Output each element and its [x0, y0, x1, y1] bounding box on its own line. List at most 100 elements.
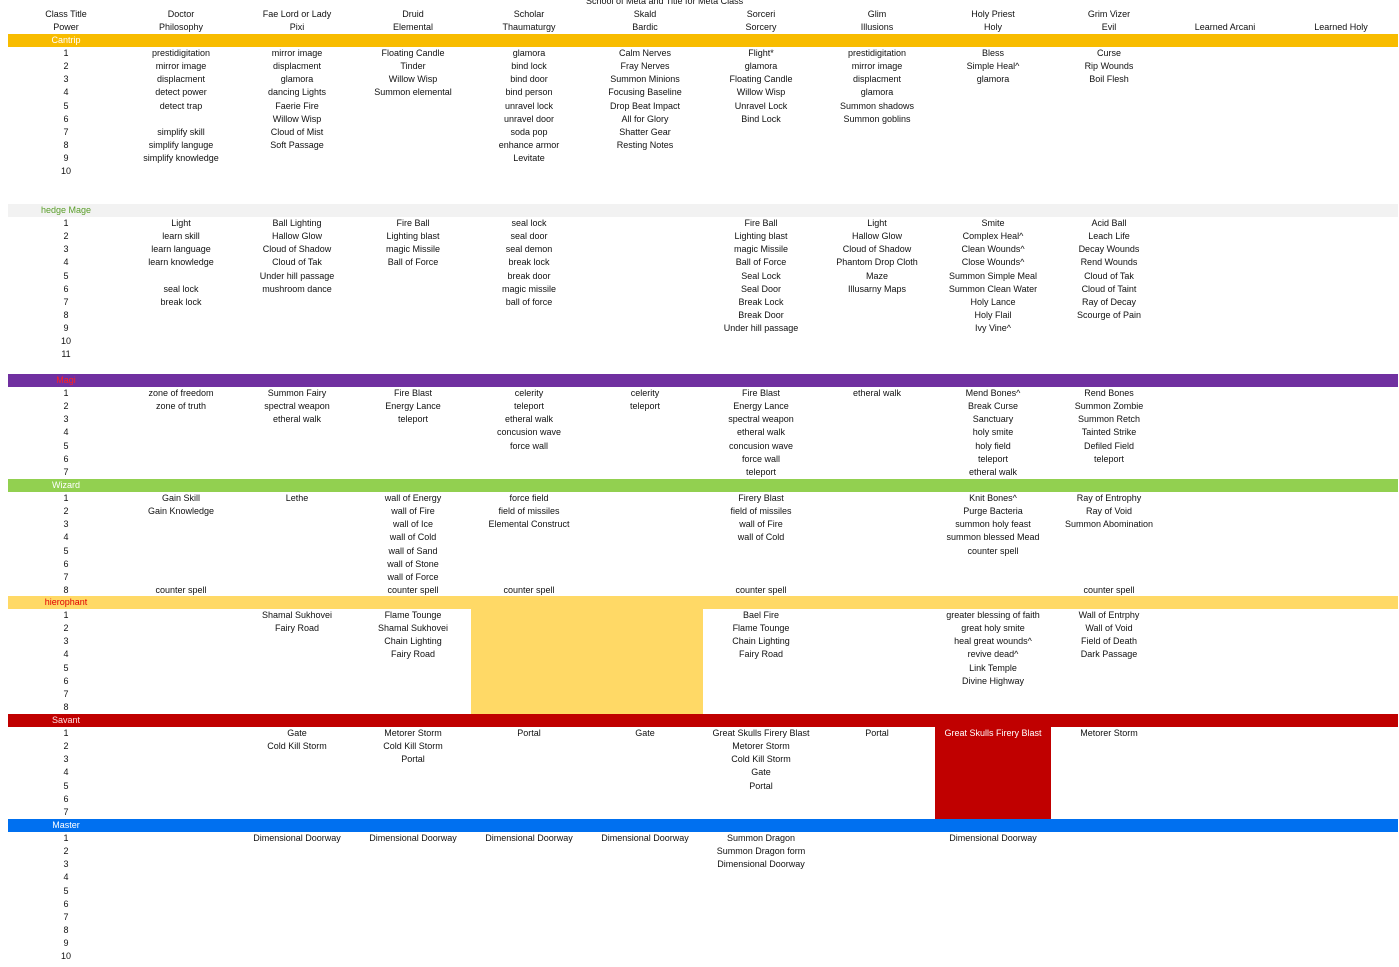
spell-cell: Sanctuary — [972, 414, 1014, 425]
spell-cell: teleport — [513, 401, 545, 412]
spell-cell: Floating Candle — [381, 48, 445, 59]
spell-cell: Fairy Road — [738, 649, 783, 660]
row-number: 9 — [63, 937, 69, 948]
spell-cell: learn knowledge — [148, 257, 214, 268]
row-number: 2 — [63, 506, 69, 517]
spell-cell: dancing Lights — [267, 87, 327, 98]
spell-cell: All for Glory — [621, 113, 669, 124]
spell-cell: simplify languge — [148, 139, 214, 150]
spell-cell: Leach Life — [1088, 231, 1130, 242]
spell-cell: holy field — [975, 440, 1011, 451]
spell-cell: Shamal Sukhovei — [261, 610, 333, 621]
spell-cell: Willow Wisp — [736, 87, 786, 98]
spell-cell: Firery Blast — [738, 493, 784, 504]
spell-cell: Hallow Glow — [851, 231, 902, 242]
row-number: 1 — [63, 833, 69, 844]
spell-cell: displacment — [852, 74, 902, 85]
spell-cell: Purge Bacteria — [963, 506, 1023, 517]
spell-cell: greater blessing of faith — [946, 610, 1040, 621]
spell-cell: glamora — [976, 74, 1010, 85]
row-number: 2 — [63, 741, 69, 752]
spell-cell: wall of Stone — [387, 558, 439, 569]
spell-cell: break door — [507, 270, 551, 281]
spell-cell: Summon shadows — [839, 100, 915, 111]
spell-cell: zone of truth — [155, 401, 207, 412]
row-number: 4 — [63, 649, 69, 660]
row-number: 4 — [63, 257, 69, 268]
spell-cell: wall of Cold — [737, 532, 785, 543]
spell-cell: Summon elemental — [374, 87, 452, 98]
spell-cell: Cold Kill Storm — [731, 754, 791, 765]
row-number: 3 — [63, 414, 69, 425]
row-number: 8 — [63, 701, 69, 712]
spell-cell: teleport — [397, 414, 429, 425]
row-number: 10 — [60, 166, 71, 176]
spell-cell: summon blessed Mead — [946, 532, 1040, 543]
row-number: 6 — [63, 675, 69, 686]
spell-cell: counter spell — [503, 584, 555, 595]
spell-cell: displacment — [156, 74, 206, 85]
spell-cell: Willow Wisp — [272, 113, 322, 124]
spell-cell: Holy Lance — [970, 296, 1016, 307]
row-number: 4 — [63, 532, 69, 543]
header-cell: Bardic — [632, 22, 658, 32]
header-cell: Pixi — [289, 22, 305, 32]
row-number: 8 — [63, 924, 69, 935]
spell-cell: Break Door — [738, 309, 784, 320]
section-label: hierophant — [44, 597, 88, 607]
spell-cell: prestidigitation — [151, 48, 211, 59]
spell-cell: Defiled Field — [1083, 440, 1135, 451]
spell-cell: counter spell — [387, 584, 439, 595]
header-cell: Class Title — [45, 9, 87, 19]
header-cell: Thaumaturgy — [502, 22, 556, 32]
spell-cell: wall of Sand — [388, 545, 438, 556]
spell-cell: learn language — [151, 244, 211, 255]
spell-cell: Ball of Force — [387, 257, 439, 268]
row-number: 2 — [63, 61, 69, 72]
row-number: 11 — [61, 349, 71, 360]
section-band — [8, 714, 1398, 727]
spell-cell: Focusing Baseline — [608, 87, 682, 98]
spell-cell: Ball Lighting — [272, 218, 322, 229]
section-label: hedge Mage — [40, 205, 92, 215]
row-number: 2 — [63, 623, 69, 634]
spell-cell: mirror image — [271, 48, 323, 59]
spell-cell: detect power — [155, 87, 207, 98]
row-number: 2 — [63, 846, 69, 857]
spell-cell: Knit Bones^ — [969, 493, 1017, 504]
spell-cell: Dimensional Doorway — [601, 833, 689, 844]
spell-cell: Chain Lighting — [732, 636, 790, 647]
spell-cell: force wall — [509, 440, 548, 451]
header-cell: Power — [53, 22, 79, 32]
spell-cell: etheral walk — [968, 466, 1018, 477]
spell-cell: Faerie Fire — [275, 100, 319, 111]
spell-cell: Resting Notes — [616, 139, 674, 150]
section-label: Wizard — [51, 480, 80, 490]
row-number: 10 — [60, 336, 71, 346]
spell-cell: seal demon — [505, 244, 553, 255]
row-number: 5 — [63, 780, 69, 791]
spell-cell: Energy Lance — [733, 401, 789, 412]
spell-cell: Hallow Glow — [271, 231, 322, 242]
row-number: 7 — [63, 126, 69, 137]
spell-cell: simplify skill — [157, 126, 205, 137]
spell-cell: displacment — [272, 61, 322, 72]
spell-cell: wall of Fire — [739, 519, 783, 530]
spell-cell: Close Wounds^ — [961, 257, 1025, 268]
spell-cell: Dimensional Doorway — [949, 833, 1037, 844]
spell-cell: Gate — [635, 728, 655, 739]
spell-cell: bind person — [505, 87, 553, 98]
spell-cell: Bind Lock — [741, 113, 781, 124]
row-number: 1 — [63, 388, 69, 399]
spell-cell: Summon Dragon form — [716, 846, 806, 857]
header-cell: Druid — [402, 9, 424, 19]
header-cell: Sorceri — [746, 9, 776, 19]
spell-cell: Smite — [981, 218, 1005, 229]
spell-cell: heal great wounds^ — [954, 636, 1032, 647]
spell-cell: seal lock — [511, 218, 547, 229]
row-number: 4 — [63, 87, 69, 98]
spell-cell: force wall — [741, 453, 780, 464]
row-number: 4 — [63, 427, 69, 438]
spell-cell: glamora — [512, 48, 546, 59]
